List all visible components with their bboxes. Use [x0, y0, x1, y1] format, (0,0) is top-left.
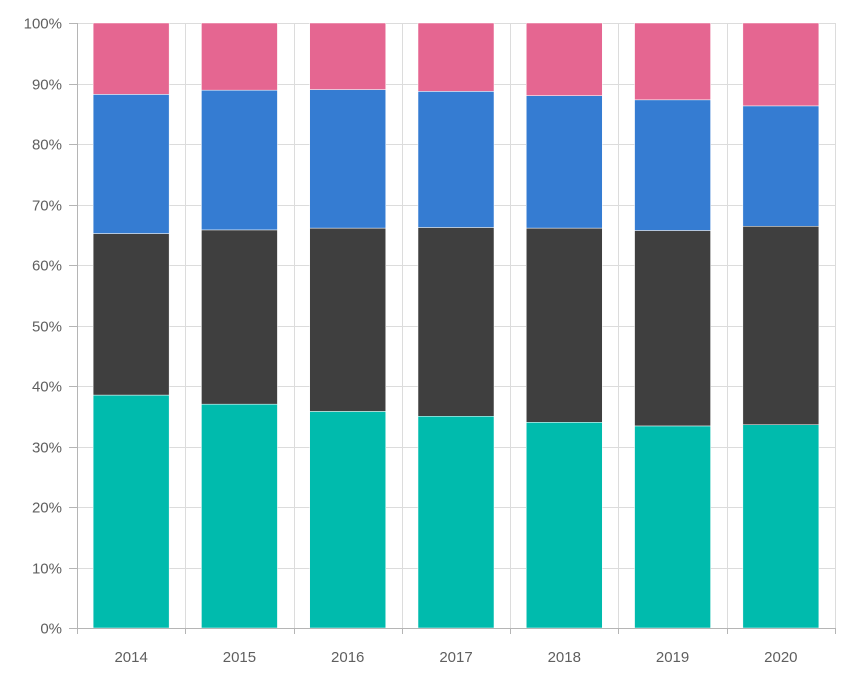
y-tick-label: 20% — [32, 500, 62, 517]
bar-segment-2019-s1[interactable] — [634, 425, 711, 629]
y-tick-label: 60% — [32, 258, 62, 275]
x-tick-label: 2018 — [548, 649, 581, 666]
bar-segment-2015-s2[interactable] — [201, 229, 278, 405]
bar-segment-2018-s2[interactable] — [526, 227, 603, 423]
bar-segment-2017-s4[interactable] — [417, 22, 495, 92]
bar-segment-2020-s2[interactable] — [742, 226, 820, 425]
bar-segment-2018-s4[interactable] — [526, 22, 603, 96]
y-tick-label: 100% — [24, 16, 62, 33]
x-tick-label: 2016 — [331, 649, 364, 666]
bar-segment-2019-s2[interactable] — [634, 230, 711, 427]
bar-segment-2014-s1[interactable] — [92, 394, 170, 629]
bar-segment-2019-s4[interactable] — [634, 22, 711, 101]
bar-segment-2017-s1[interactable] — [417, 416, 495, 629]
x-tick-label: 2017 — [439, 649, 472, 666]
bar-segment-2020-s3[interactable] — [742, 105, 820, 227]
x-tick-label: 2020 — [764, 649, 797, 666]
x-tick-label: 2014 — [114, 649, 147, 666]
bar-segment-2017-s3[interactable] — [417, 91, 495, 228]
tick-labels: 0% 10% 20% 30% 40% 50% 60% 70% 80% 90% 100% 2014 201… — [24, 16, 798, 667]
y-tick-label: 40% — [32, 379, 62, 396]
x-tick-label: 2019 — [656, 649, 689, 666]
y-tick-label: 90% — [32, 77, 62, 94]
y-tick-label: 0% — [40, 621, 62, 638]
bar-segment-2018-s1[interactable] — [526, 422, 603, 629]
bar-segment-2020-s1[interactable] — [742, 424, 820, 629]
bar-segment-2016-s2[interactable] — [309, 227, 386, 412]
bar-segment-2015-s3[interactable] — [201, 89, 278, 231]
y-tick-label: 80% — [32, 137, 62, 154]
bar-segment-2017-s2[interactable] — [417, 227, 495, 417]
bar-segment-2014-s4[interactable] — [92, 22, 170, 95]
bar-segment-2014-s2[interactable] — [92, 233, 170, 396]
axes — [69, 23, 836, 634]
bar-segment-2016-s3[interactable] — [309, 89, 386, 229]
bar-segment-2016-s1[interactable] — [309, 411, 386, 629]
bar-segment-2014-s3[interactable] — [92, 94, 170, 234]
y-tick-label: 10% — [32, 561, 62, 578]
bars — [92, 22, 820, 629]
bar-segment-2016-s4[interactable] — [309, 22, 386, 90]
x-tick-label: 2015 — [223, 649, 256, 666]
y-tick-label: 30% — [32, 440, 62, 457]
bar-segment-2015-s1[interactable] — [201, 403, 278, 629]
bar-segment-2018-s3[interactable] — [526, 95, 603, 229]
y-tick-label: 50% — [32, 319, 62, 336]
y-tick-label: 70% — [32, 198, 62, 215]
bar-segment-2015-s4[interactable] — [201, 22, 278, 91]
bar-segment-2019-s3[interactable] — [634, 99, 711, 231]
bar-segment-2020-s4[interactable] — [742, 22, 820, 107]
